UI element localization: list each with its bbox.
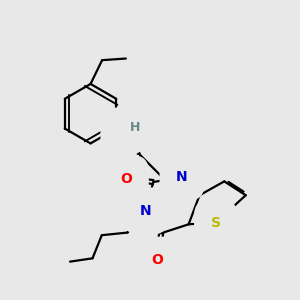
Text: N: N <box>117 124 129 138</box>
Text: O: O <box>108 156 120 170</box>
Text: H: H <box>130 121 141 134</box>
Text: O: O <box>120 172 132 186</box>
Text: N: N <box>176 170 188 184</box>
Text: N: N <box>140 204 152 218</box>
Text: O: O <box>151 253 163 267</box>
Text: S: S <box>211 216 221 230</box>
